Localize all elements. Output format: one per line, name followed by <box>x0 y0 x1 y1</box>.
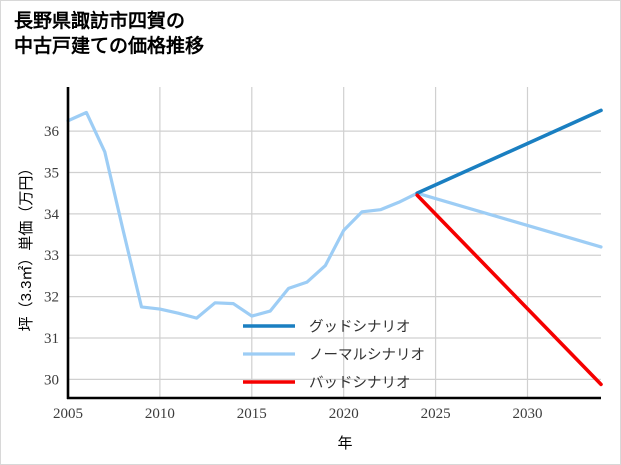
x-tick-label: 2025 <box>421 406 451 422</box>
series-line-バッドシナリオ <box>415 193 603 387</box>
y-tick-label: 32 <box>44 290 59 306</box>
x-tick-label: 2015 <box>237 406 267 422</box>
x-tick-label: 2010 <box>145 406 175 422</box>
series-group <box>66 108 603 387</box>
series-line-ノーマルシナリオ <box>66 110 603 320</box>
y-tick-labels: 30 31 32 33 34 35 36 <box>44 124 60 388</box>
y-tick-label: 33 <box>44 248 59 264</box>
legend-label-2: バッドシナリオ <box>309 376 411 392</box>
y-tick-label: 34 <box>44 207 60 223</box>
x-tick-label: 2020 <box>329 406 359 422</box>
y-tick-label: 31 <box>44 331 59 347</box>
y-axis-title: 坪（3.3㎡）単価（万円） <box>18 161 35 332</box>
y-tick-label: 36 <box>44 124 60 140</box>
x-tick-labels: 2005 2010 2015 2020 2025 2030 <box>53 406 542 422</box>
x-tick-label: 2005 <box>53 406 83 422</box>
x-tick-label: 2030 <box>512 406 542 422</box>
legend-label-0: グッドシナリオ <box>309 319 411 336</box>
page-title: 長野県諏訪市四賀の 中古戸建ての価格推移 <box>14 11 205 58</box>
series-line-グッドシナリオ <box>415 108 603 195</box>
axis-lines-group <box>66 87 601 400</box>
y-tick-label: 30 <box>44 372 59 388</box>
x-axis-title: 年 <box>337 435 352 452</box>
y-tick-label: 35 <box>44 165 59 181</box>
legend-label-1: ノーマルシナリオ <box>309 348 425 364</box>
